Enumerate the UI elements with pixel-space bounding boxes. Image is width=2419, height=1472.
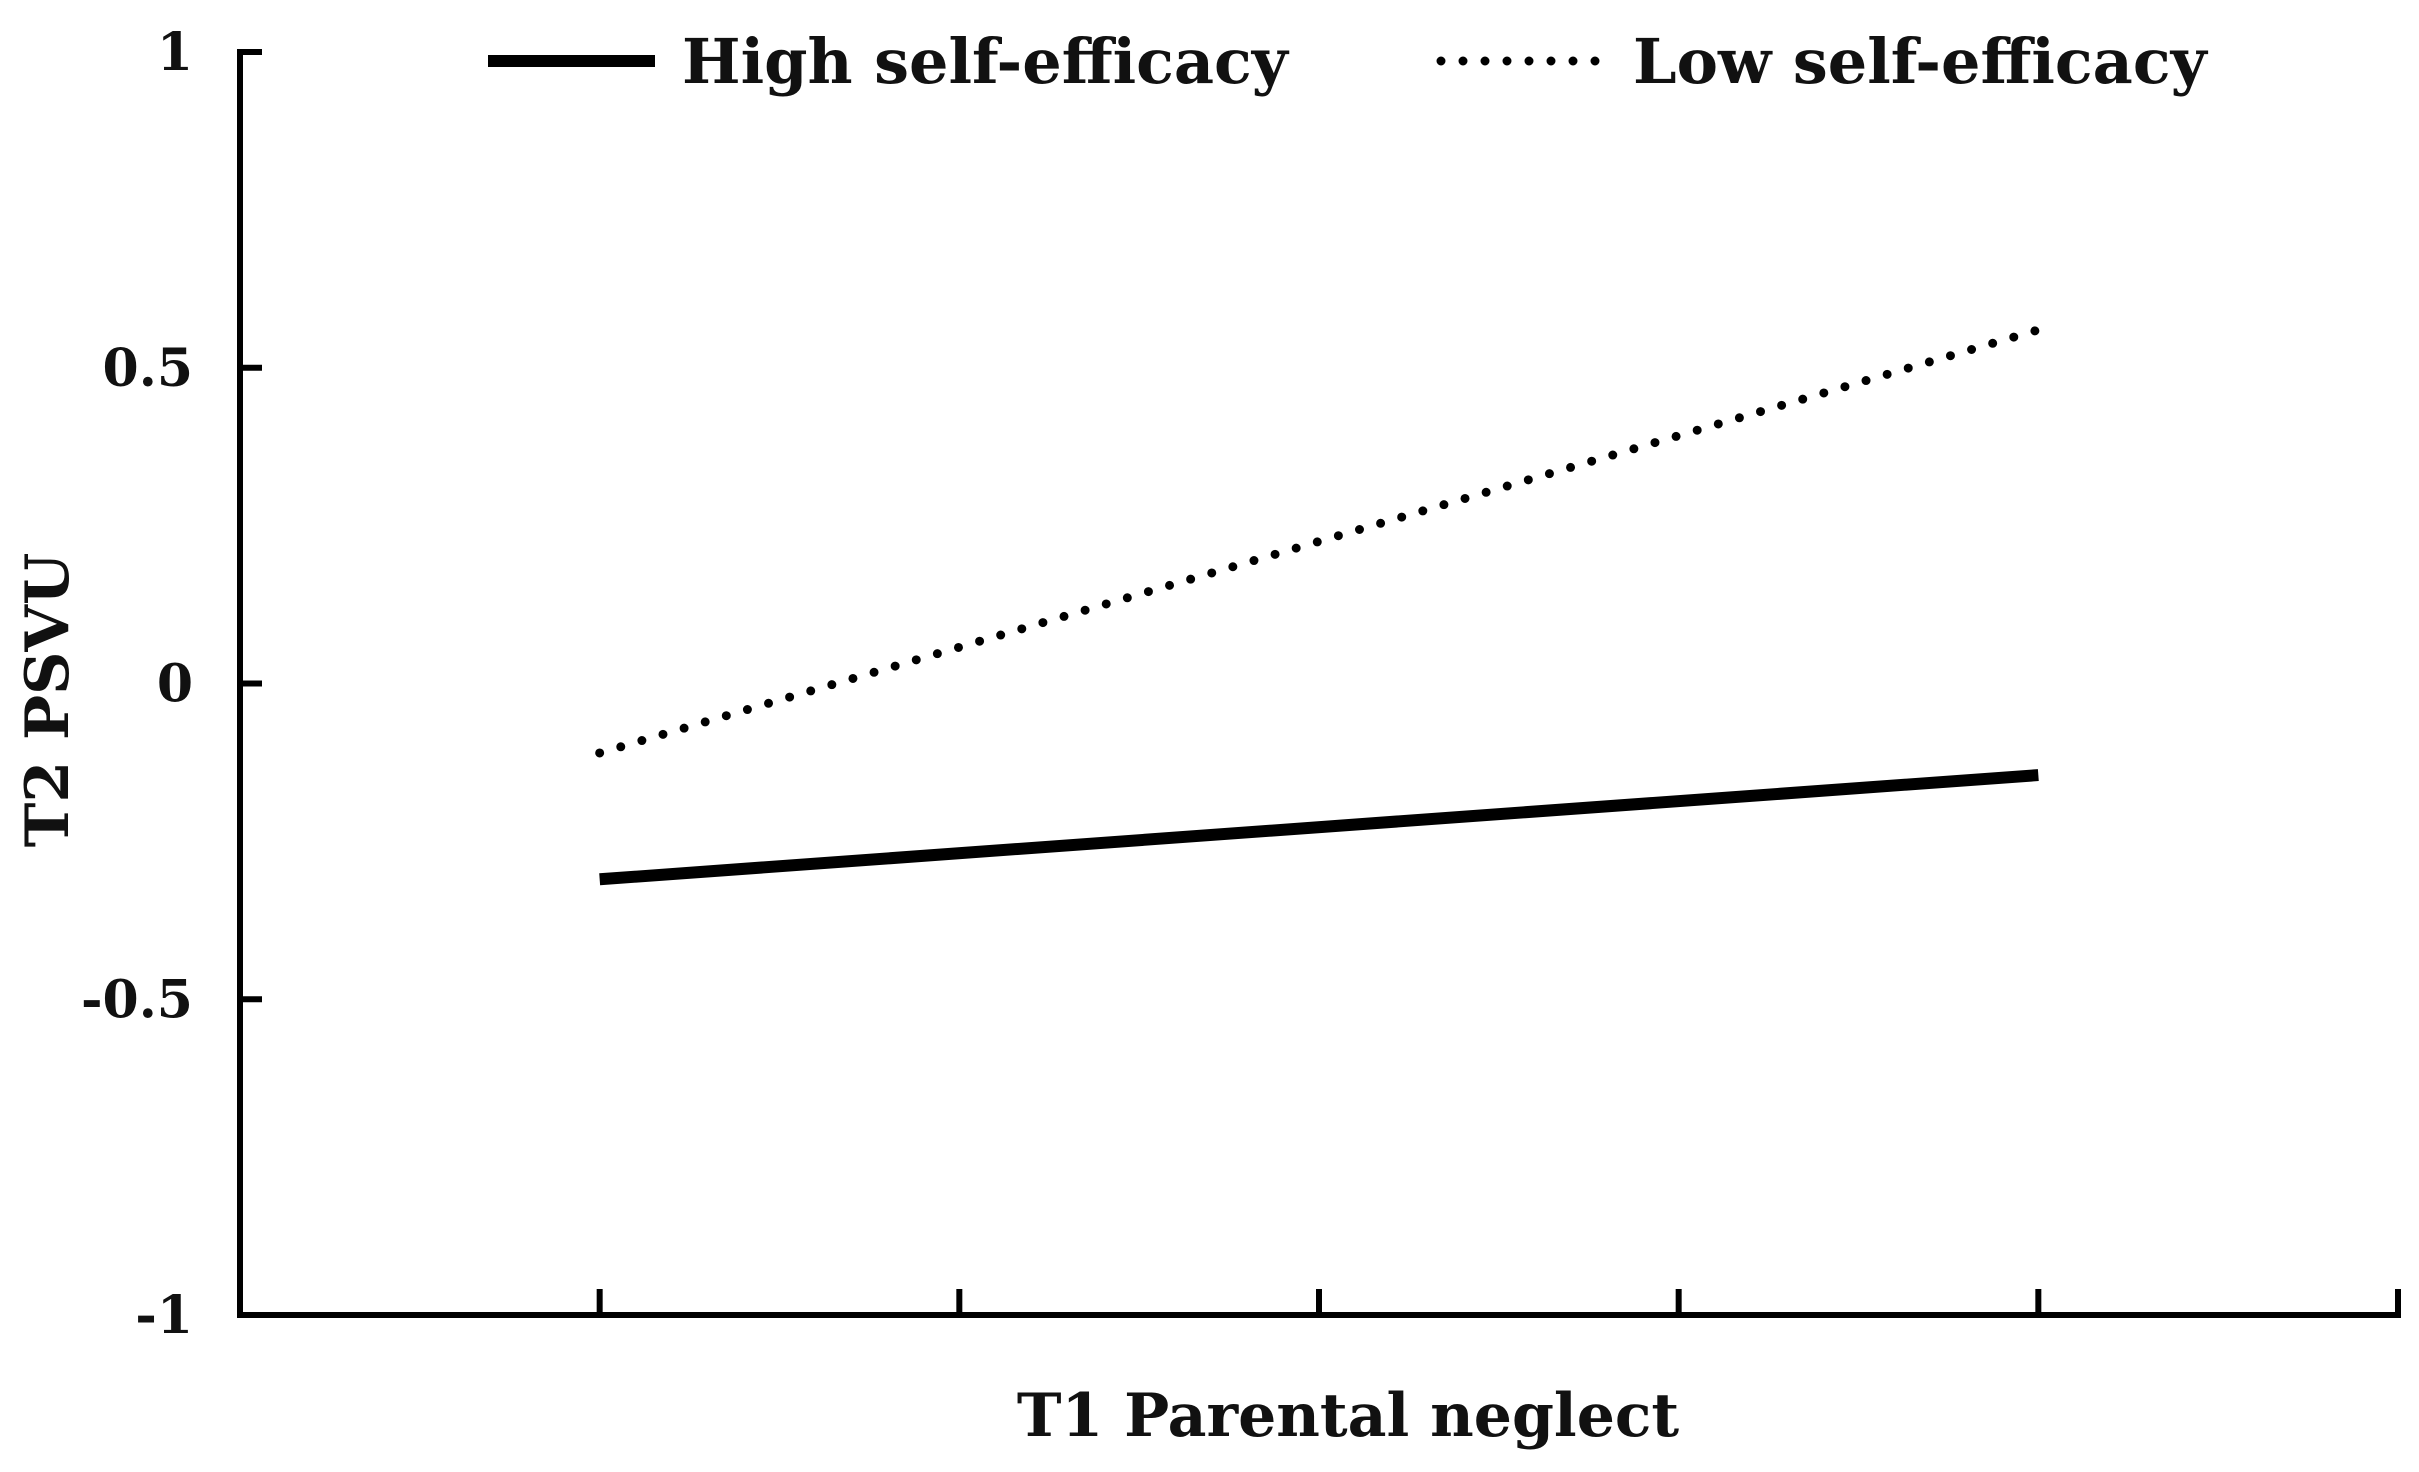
series-line-high-self-efficacy <box>599 769 2039 886</box>
y-tick-label: 1 <box>157 22 193 83</box>
x-axis-title: T1 Parental neglect <box>1017 1381 1680 1451</box>
legend: High self-efficacy Low self-efficacy <box>488 25 2209 98</box>
series-line-low-self-efficacy <box>595 325 2043 758</box>
y-tick-label: -1 <box>135 1285 193 1346</box>
y-axis-title: T2 PSVU <box>13 553 83 848</box>
legend-label-high-self-efficacy: High self-efficacy <box>682 25 1290 98</box>
axes <box>237 49 2401 1318</box>
y-tick-label: 0.5 <box>103 338 193 399</box>
legend-label-low-self-efficacy: Low self-efficacy <box>1633 25 2209 98</box>
y-tick-label: 0 <box>157 654 193 715</box>
y-ticks: 1 0.5 0 -0.5 -1 <box>81 22 262 1346</box>
series-group <box>595 325 2043 886</box>
x-ticks <box>596 1289 2401 1315</box>
y-tick-label: -0.5 <box>81 969 193 1030</box>
